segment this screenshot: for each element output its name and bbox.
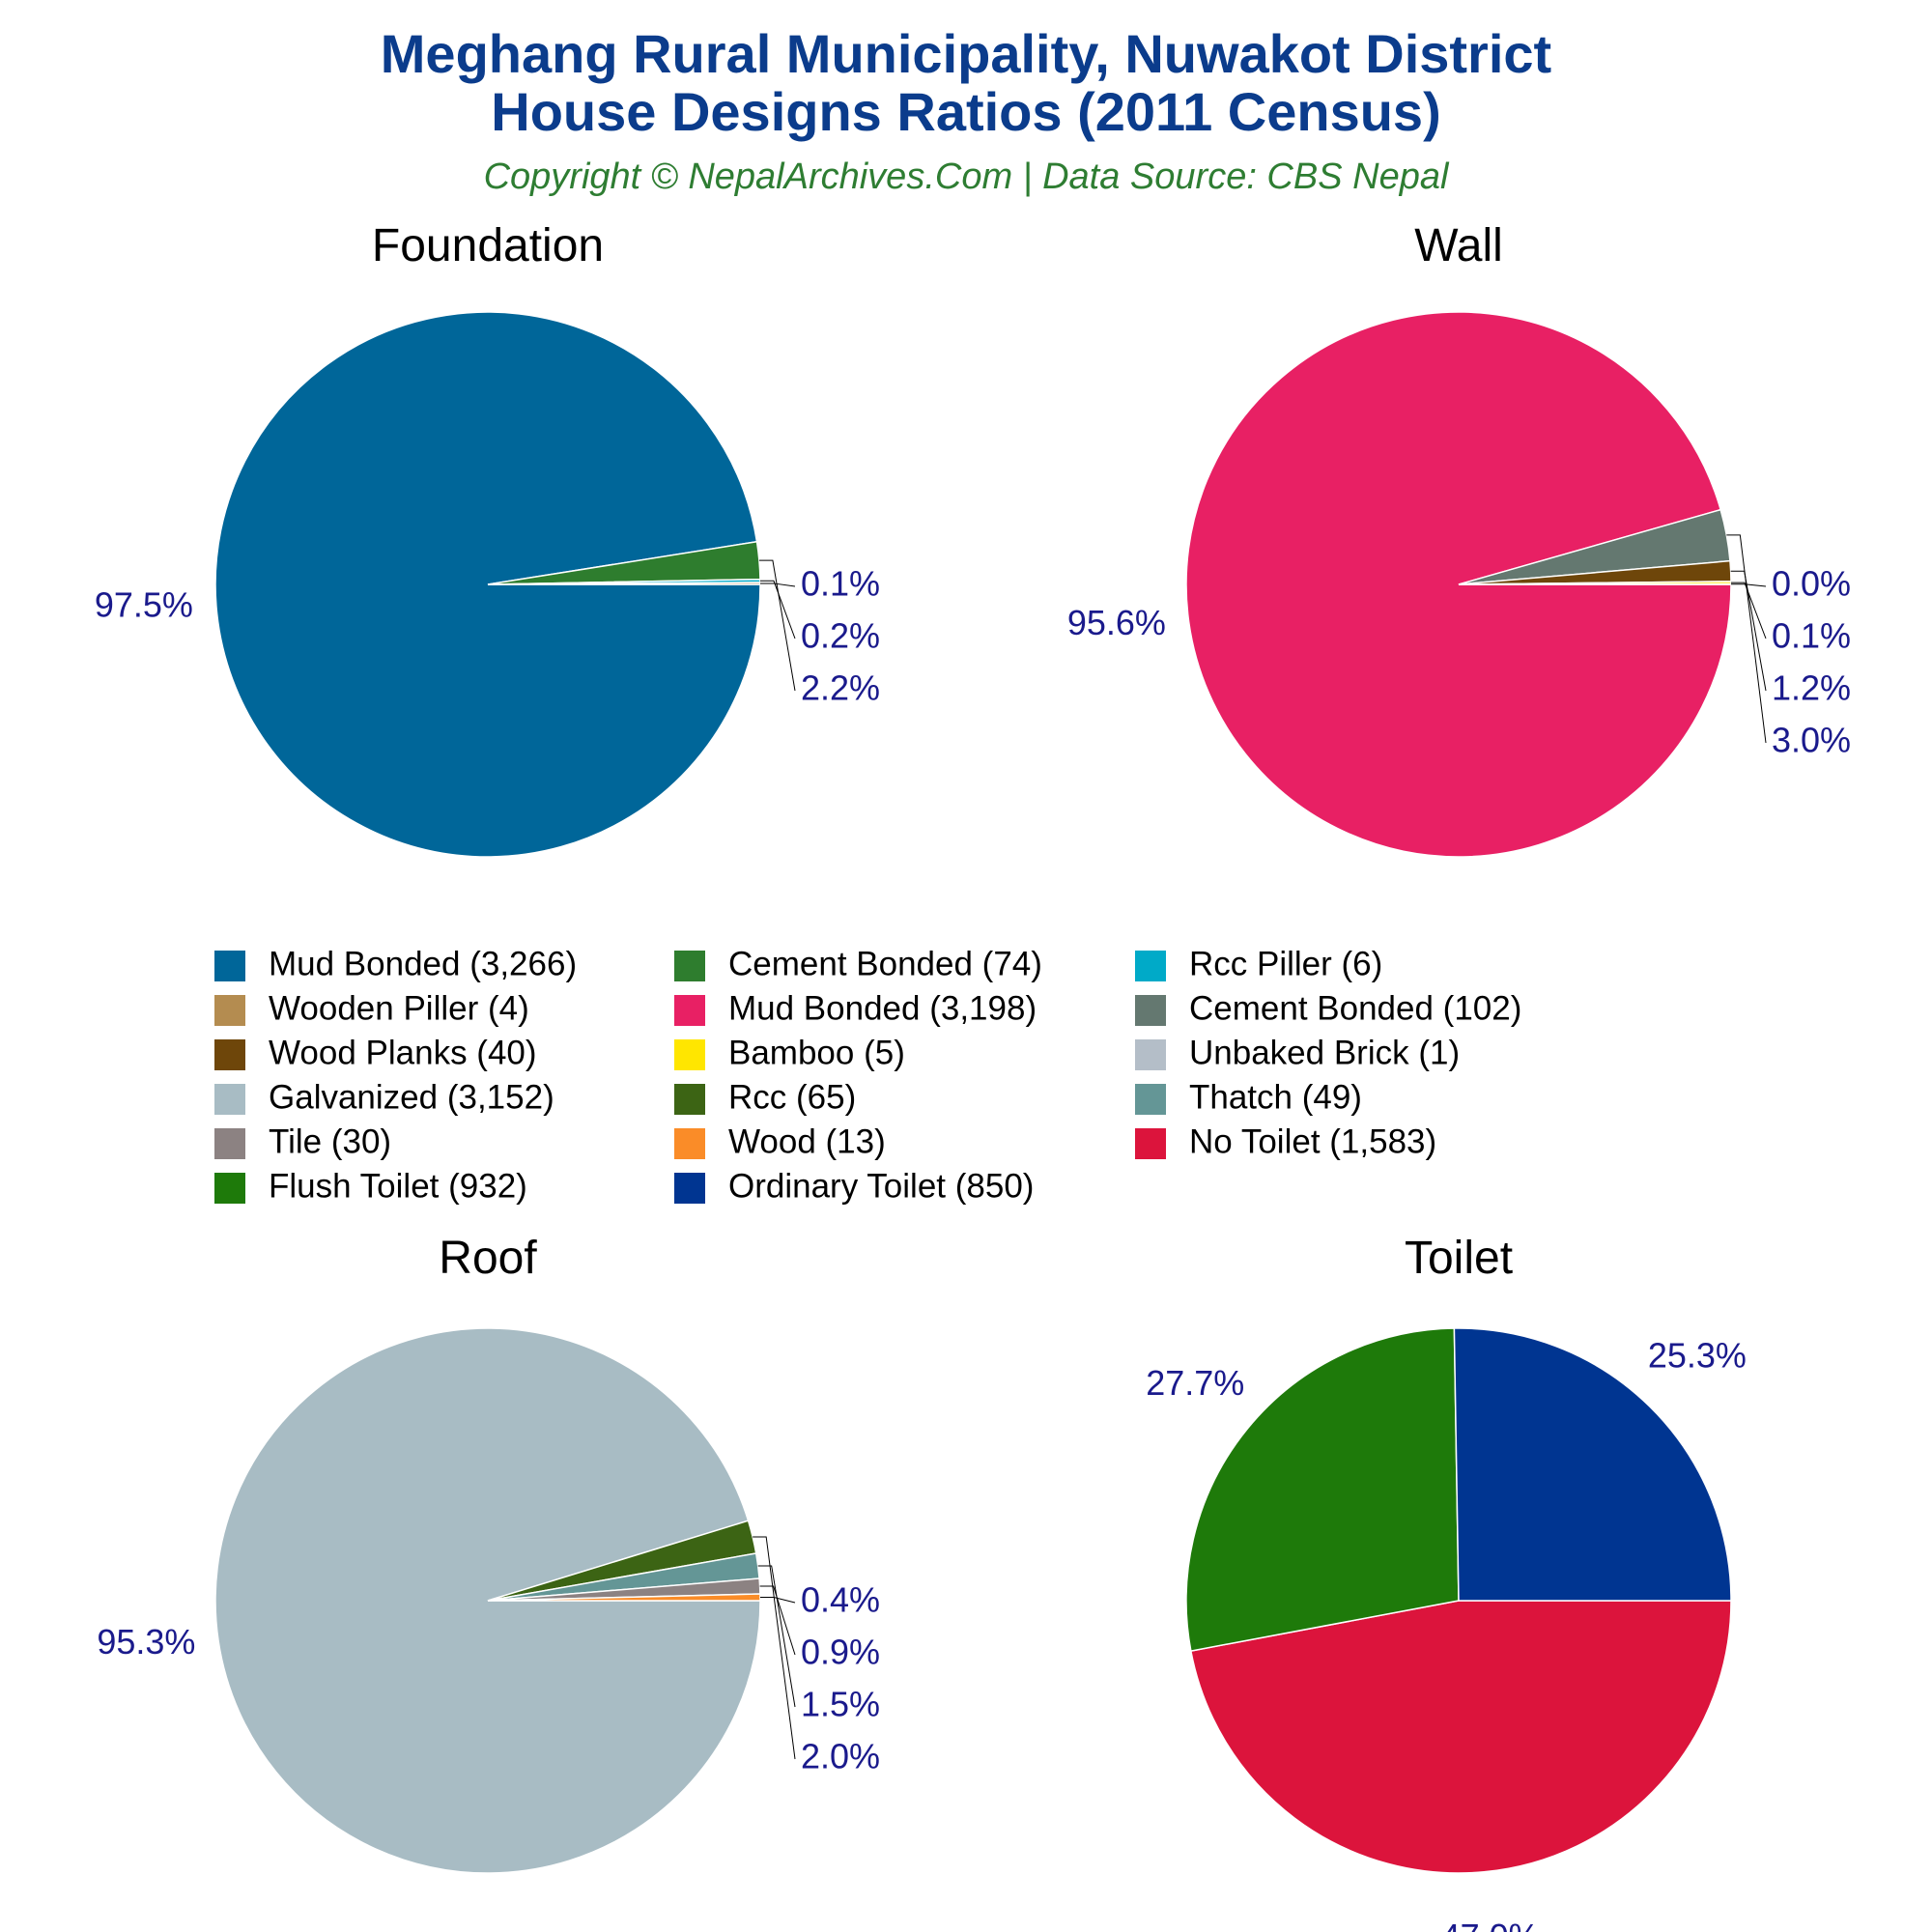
legend-item: Cement Bonded (74) — [674, 945, 1042, 982]
legend-label: Flush Toilet (932) — [269, 1167, 527, 1205]
chart-title-line2: House Designs Ratios (2011 Census) — [491, 81, 1440, 142]
pie-slice-wall-4 — [1458, 582, 1732, 585]
legend-item: Tile (30) — [214, 1122, 391, 1160]
pie-leader-line — [753, 1536, 796, 1760]
legend-swatch — [674, 995, 705, 1026]
pie-pct-label: 95.6% — [1067, 603, 1166, 642]
legend-item: Unbaked Brick (1) — [1135, 1034, 1460, 1071]
pie-slice-toilet-1 — [1185, 1327, 1460, 1652]
legend-label: Ordinary Toilet (850) — [728, 1167, 1034, 1205]
legend-swatch — [1135, 1039, 1166, 1070]
legend-label: Rcc Piller (6) — [1189, 945, 1382, 982]
legend-label: Wood Planks (40) — [269, 1034, 537, 1071]
legend-item: Thatch (49) — [1135, 1078, 1362, 1116]
pie-toilet: Toilet 47.0% 27.7% 25.3% — [1146, 1233, 1747, 1932]
legend-item: Ordinary Toilet (850) — [674, 1167, 1034, 1205]
pie-pct-label: 97.5% — [95, 585, 193, 625]
legend-swatch — [1135, 995, 1166, 1026]
pie-slice-roof-4 — [487, 1593, 761, 1602]
legend-label: Mud Bonded (3,266) — [269, 945, 577, 982]
pie-pct-label: 2.0% — [801, 1737, 880, 1776]
pie-roof: Roof 95.3% 0.4% 0.9% 1.5% 2.0% — [97, 1233, 880, 1874]
chart-title-line1: Meghang Rural Municipality, Nuwakot Dist… — [381, 23, 1551, 84]
pie-title-roof: Roof — [439, 1233, 537, 1284]
legend-label: No Toilet (1,583) — [1189, 1122, 1436, 1160]
chart-subtitle: Copyright © NepalArchives.Com | Data Sou… — [484, 156, 1450, 197]
legend-item: Bamboo (5) — [674, 1034, 905, 1071]
pie-slice-roof-0 — [214, 1327, 761, 1874]
pie-leader-line — [1730, 583, 1767, 587]
pie-leader-line — [1730, 570, 1767, 692]
legend-item: Cement Bonded (102) — [1135, 989, 1521, 1027]
legend-swatch — [214, 995, 245, 1026]
pie-leader-line — [759, 1585, 796, 1656]
pie-pct-label: 25.3% — [1648, 1336, 1747, 1376]
legend-item: Wood (13) — [674, 1122, 886, 1160]
pie-pct-label: 3.0% — [1772, 721, 1851, 760]
legend-item: Rcc Piller (6) — [1135, 945, 1382, 982]
pie-title-wall: Wall — [1414, 220, 1503, 271]
pie-pct-label: 0.9% — [801, 1633, 880, 1672]
pie-leader-line — [1726, 534, 1767, 744]
pie-slice-toilet-0 — [1189, 1600, 1732, 1874]
pie-charts: Foundation 97.5% 0.1% 0.2% 2.2% Wall 95.6% 0.0%… — [95, 220, 1851, 1932]
legend-item: Mud Bonded (3,198) — [674, 989, 1037, 1027]
legend-swatch — [214, 1128, 245, 1159]
pie-leader-line — [759, 580, 796, 639]
legend-label: Cement Bonded (102) — [1189, 989, 1521, 1027]
pie-leader-line — [1730, 582, 1767, 639]
legend-label: Galvanized (3,152) — [269, 1078, 554, 1116]
legend-label: Mud Bonded (3,198) — [728, 989, 1037, 1027]
legend-label: Cement Bonded (74) — [728, 945, 1042, 982]
legend-label: Tile (30) — [269, 1122, 391, 1160]
legend: Mud Bonded (3,266) Cement Bonded (74) Rcc … — [214, 945, 1521, 1205]
pie-pct-label: 95.3% — [97, 1622, 195, 1662]
legend-swatch — [674, 1039, 705, 1070]
legend-swatch — [1135, 1128, 1166, 1159]
pie-pct-label: 1.5% — [801, 1685, 880, 1724]
legend-swatch — [214, 1173, 245, 1204]
pie-slice-toilet-2 — [1453, 1327, 1732, 1602]
pie-pct-label: 2.2% — [801, 668, 880, 708]
legend-item: Wooden Piller (4) — [214, 989, 529, 1027]
legend-label: Wood (13) — [728, 1122, 886, 1160]
legend-swatch — [1135, 951, 1166, 981]
pie-leader-line — [758, 559, 796, 692]
legend-item: Rcc (65) — [674, 1078, 856, 1116]
legend-item: Mud Bonded (3,266) — [214, 945, 577, 982]
legend-item: Galvanized (3,152) — [214, 1078, 554, 1116]
pie-pct-label: 0.0% — [1772, 564, 1851, 604]
legend-item: No Toilet (1,583) — [1135, 1122, 1436, 1160]
legend-item: Flush Toilet (932) — [214, 1167, 527, 1205]
legend-swatch — [674, 1173, 705, 1204]
pie-wall: Wall 95.6% 0.0% 0.1% 1.2% 3.0% — [1067, 220, 1851, 858]
legend-swatch — [1135, 1084, 1166, 1115]
legend-label: Wooden Piller (4) — [269, 989, 529, 1027]
pie-leader-line — [757, 1565, 796, 1708]
pie-title-foundation: Foundation — [372, 220, 604, 271]
legend-label: Thatch (49) — [1189, 1078, 1362, 1116]
pie-title-toilet: Toilet — [1405, 1233, 1513, 1284]
legend-swatch — [674, 1084, 705, 1115]
legend-label: Unbaked Brick (1) — [1189, 1034, 1460, 1071]
legend-swatch — [214, 1084, 245, 1115]
pie-leader-line — [759, 582, 796, 587]
pie-pct-label: 0.1% — [801, 564, 880, 604]
pie-pct-label: 1.2% — [1772, 668, 1851, 708]
pie-pct-label: 0.1% — [1772, 616, 1851, 656]
legend-swatch — [214, 1039, 245, 1070]
pie-pct-label: 0.2% — [801, 616, 880, 656]
pie-pct-label: 0.4% — [801, 1580, 880, 1620]
pie-pct-label: 47.0% — [1441, 1917, 1540, 1932]
pie-pct-label: 27.7% — [1146, 1363, 1244, 1403]
legend-swatch — [214, 951, 245, 981]
legend-item: Wood Planks (40) — [214, 1034, 537, 1071]
legend-label: Rcc (65) — [728, 1078, 856, 1116]
pie-foundation: Foundation 97.5% 0.1% 0.2% 2.2% — [95, 220, 880, 858]
legend-swatch — [674, 951, 705, 981]
legend-swatch — [674, 1128, 705, 1159]
legend-label: Bamboo (5) — [728, 1034, 905, 1071]
